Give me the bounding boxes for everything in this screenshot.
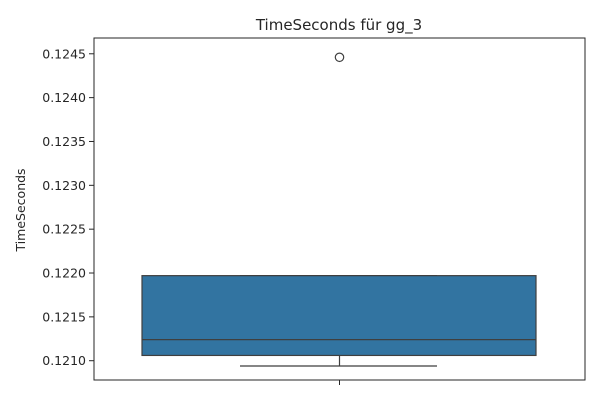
iqr-box — [141, 275, 537, 357]
y-tick-label: 0.1235 — [42, 134, 86, 149]
y-tick-label: 0.1225 — [42, 222, 86, 237]
y-tick-label: 0.1230 — [42, 178, 86, 193]
y-tick-label: 0.1240 — [42, 90, 86, 105]
y-axis-label: TimeSeconds — [13, 168, 28, 252]
outlier-point — [334, 52, 345, 63]
y-tick-label: 0.1210 — [42, 353, 86, 368]
y-tick-label: 0.1245 — [42, 46, 86, 61]
y-tick-label: 0.1220 — [42, 266, 86, 281]
chart-title: TimeSeconds für gg_3 — [255, 16, 422, 35]
y-tick-label: 0.1215 — [42, 309, 86, 324]
plot-area: 0.1210 0.1215 0.1220 0.1225 0.1230 0.1235 0.12… — [42, 37, 586, 385]
